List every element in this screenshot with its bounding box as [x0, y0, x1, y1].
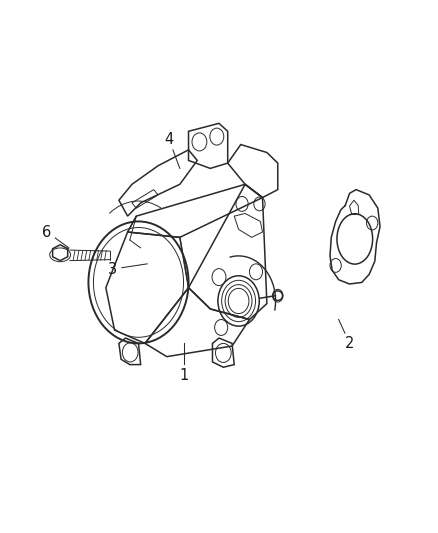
Text: 6: 6 — [42, 224, 52, 239]
Text: 2: 2 — [345, 336, 354, 351]
Text: 4: 4 — [164, 132, 173, 147]
Text: 1: 1 — [180, 368, 189, 383]
Text: 3: 3 — [108, 262, 117, 277]
